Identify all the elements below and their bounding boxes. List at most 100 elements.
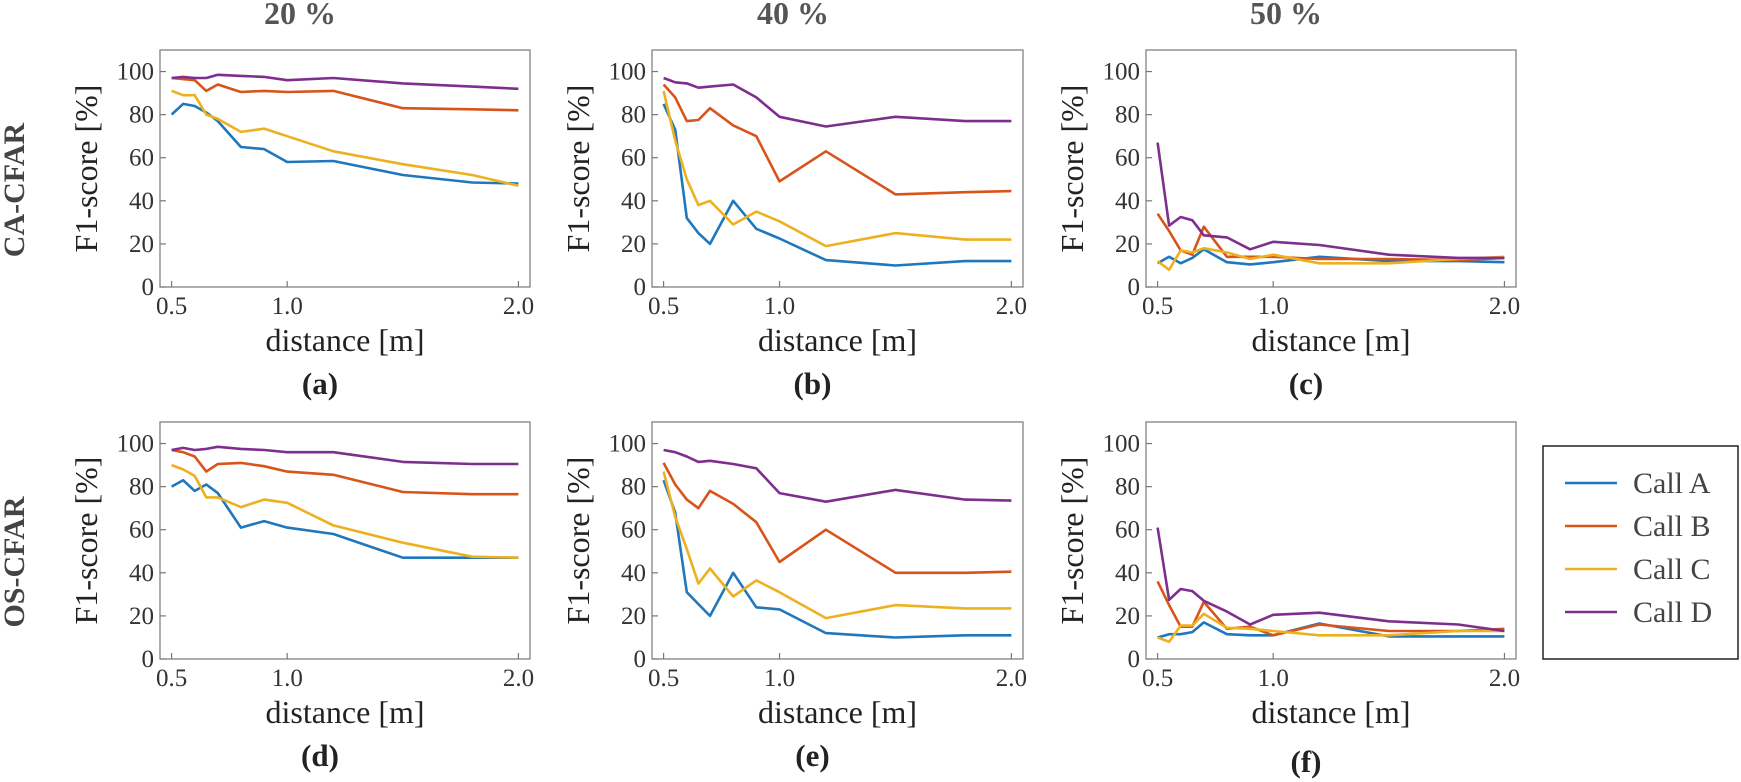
- series-line-call-a: [1156, 248, 1505, 266]
- series-line-call-d: [1156, 142, 1505, 260]
- y-tick-label: 60: [621, 517, 646, 544]
- y-tick-label: 100: [1103, 431, 1141, 458]
- x-tick-label: 2.0: [996, 665, 1027, 692]
- x-tick-label: 0.5: [156, 665, 187, 692]
- legend: Call A Call B Call C Call D: [1542, 445, 1739, 660]
- x-tick-label: 0.5: [648, 293, 679, 320]
- x-axis-label: distance [m]: [1251, 322, 1410, 358]
- x-tick-label: 2.0: [996, 293, 1027, 320]
- x-tick-label: 2.0: [1489, 665, 1520, 692]
- chart-panel-b: 0 20 40 60 80 100 0.5 1.0 2.0 distance [m] F1-scor…: [560, 49, 1027, 401]
- series-line-call-a: [1157, 621, 1505, 639]
- y-tick-label: 100: [1103, 59, 1141, 86]
- x-tick-label: 0.5: [648, 665, 679, 692]
- y-tick-label: 60: [129, 145, 154, 172]
- series-line-call-c: [662, 471, 1012, 620]
- y-tick-label: 40: [621, 560, 646, 587]
- x-tick-label: 1.0: [272, 665, 303, 692]
- series-line-call-a: [170, 102, 519, 185]
- series-line-call-c: [662, 90, 1012, 248]
- x-tick-label: 1.0: [764, 293, 795, 320]
- row-header-ca-cfar: CA-CFAR: [0, 122, 31, 257]
- x-axis-label: distance [m]: [265, 694, 424, 730]
- y-tick-label: 80: [129, 102, 154, 129]
- series-line-call-c: [171, 463, 519, 559]
- y-tick-label: 80: [1115, 102, 1140, 129]
- y-tick-label: 0: [634, 646, 647, 673]
- series-line-call-a: [662, 103, 1012, 267]
- series-line-call-d: [171, 445, 519, 466]
- chart-panel-e: 0 20 40 60 80 100 0.5 1.0 2.0 distance [m] F1-scor…: [560, 421, 1027, 773]
- series-line-call-c: [1156, 246, 1505, 272]
- plot-area: [651, 421, 1024, 660]
- y-tick-label: 40: [129, 560, 154, 587]
- y-tick-label: 100: [609, 431, 647, 458]
- series-line-call-b: [662, 83, 1012, 196]
- column-header-20: 20 %: [264, 0, 336, 31]
- plot-area: [1145, 421, 1517, 660]
- y-tick-label: 20: [621, 231, 646, 258]
- y-tick-label: 60: [1115, 517, 1140, 544]
- legend-label-call-a: Call A: [1633, 467, 1711, 500]
- y-axis-label: F1-score [%]: [560, 85, 596, 253]
- panel-label-f: (f): [1291, 744, 1322, 779]
- y-axis-label: F1-score [%]: [68, 85, 104, 253]
- y-tick-label: 40: [621, 188, 646, 215]
- row-header-os-cfar: OS-CFAR: [0, 496, 31, 627]
- x-tick-label: 1.0: [272, 293, 303, 320]
- chart-panel-a: 0 20 40 60 80 100 0.5 1.0 2.0 distance [m] F1-scor…: [68, 49, 534, 401]
- y-axis-label: F1-score [%]: [560, 457, 596, 625]
- y-tick-label: 60: [621, 145, 646, 172]
- y-axis-label: F1-score [%]: [68, 457, 104, 625]
- y-tick-label: 80: [1115, 474, 1140, 501]
- y-tick-label: 60: [129, 517, 154, 544]
- y-tick-label: 80: [621, 102, 646, 129]
- plot-area: [159, 421, 531, 660]
- y-tick-label: 20: [1115, 603, 1140, 630]
- y-tick-label: 0: [1128, 274, 1141, 301]
- y-tick-label: 60: [1115, 145, 1140, 172]
- legend-label-call-c: Call C: [1633, 553, 1711, 586]
- legend-label-call-d: Call D: [1633, 596, 1712, 629]
- series-line-call-b: [662, 462, 1012, 575]
- series-line-call-c: [171, 89, 519, 187]
- x-tick-label: 2.0: [1489, 293, 1520, 320]
- legend-box: [1542, 445, 1739, 660]
- plot-area: [159, 49, 531, 288]
- plot-area: [651, 49, 1024, 288]
- x-axis-label: distance [m]: [1251, 694, 1410, 730]
- x-tick-label: 1.0: [764, 665, 795, 692]
- panel-label-c: (c): [1289, 366, 1323, 401]
- series-line-call-a: [170, 478, 519, 560]
- y-tick-label: 100: [609, 59, 647, 86]
- series-line-call-d: [663, 448, 1012, 504]
- series-line-call-d: [171, 73, 519, 91]
- y-tick-label: 80: [129, 474, 154, 501]
- panel-label-b: (b): [794, 366, 832, 401]
- y-tick-label: 20: [1115, 231, 1140, 258]
- y-tick-label: 0: [634, 274, 647, 301]
- series-line-call-a: [662, 479, 1012, 639]
- y-tick-label: 0: [142, 274, 155, 301]
- x-axis-label: distance [m]: [265, 322, 424, 358]
- column-header-50: 50 %: [1250, 0, 1322, 31]
- y-tick-label: 40: [1115, 188, 1140, 215]
- chart-panel-f: 0 20 40 60 80 100 0.5 1.0 2.0 distance [m] F1-scor…: [1054, 421, 1520, 779]
- y-tick-label: 0: [1128, 646, 1141, 673]
- series-line-call-b: [171, 76, 519, 112]
- y-tick-label: 40: [129, 188, 154, 215]
- chart-panel-d: 0 20 40 60 80 100 0.5 1.0 2.0 distance [m] F1-scor…: [68, 421, 534, 773]
- y-tick-label: 20: [129, 231, 154, 258]
- series-line-call-c: [1157, 612, 1505, 644]
- chart-panel-c: 0 20 40 60 80 100 0.5 1.0 2.0 distance [m] F1-scor…: [1054, 49, 1520, 401]
- y-tick-label: 100: [117, 431, 155, 458]
- legend-label-call-b: Call B: [1633, 510, 1711, 543]
- y-tick-label: 80: [621, 474, 646, 501]
- y-tick-label: 40: [1115, 560, 1140, 587]
- x-tick-label: 1.0: [1258, 665, 1289, 692]
- x-axis-label: distance [m]: [758, 322, 917, 358]
- x-tick-label: 2.0: [503, 665, 534, 692]
- series-line-call-d: [1156, 527, 1505, 633]
- x-axis-label: distance [m]: [758, 694, 917, 730]
- y-axis-label: F1-score [%]: [1054, 85, 1090, 253]
